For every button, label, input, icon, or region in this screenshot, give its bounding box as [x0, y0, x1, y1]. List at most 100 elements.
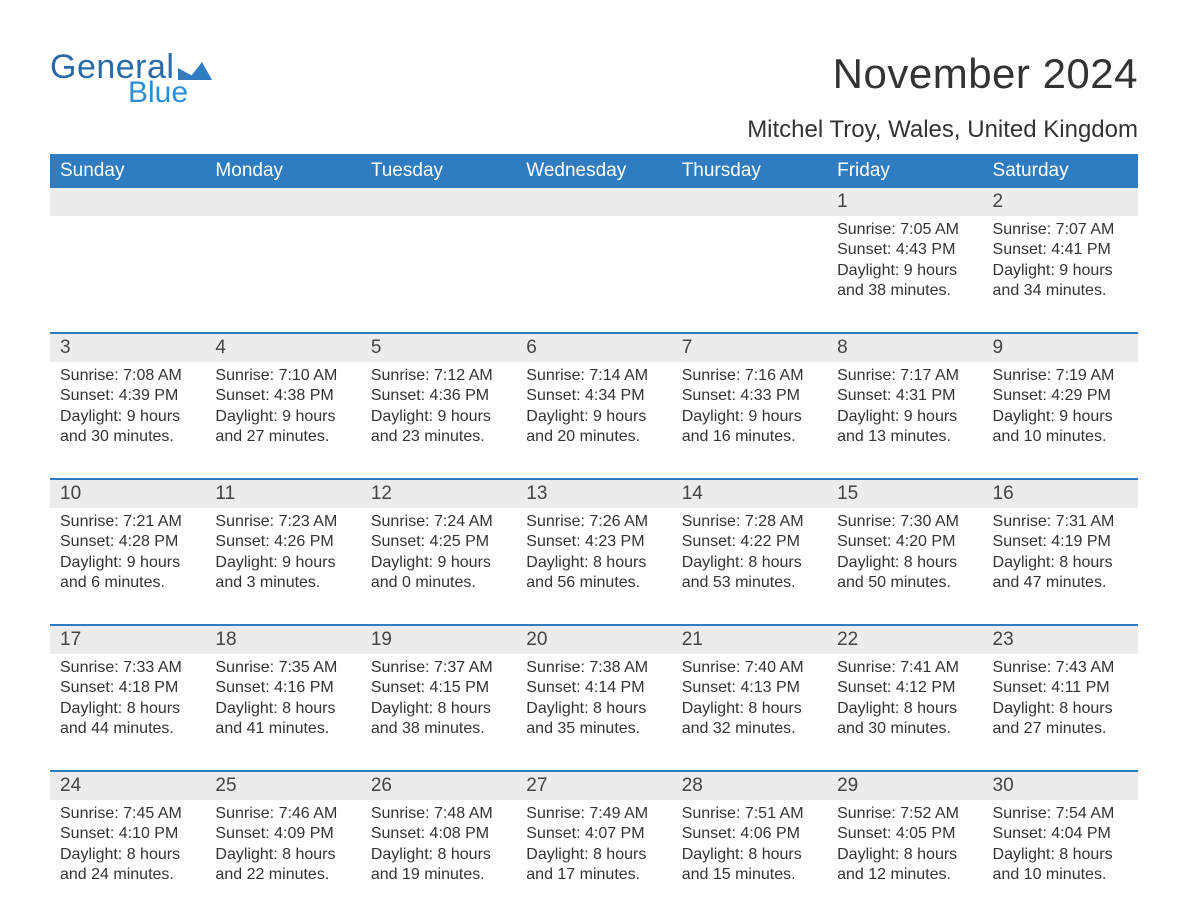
- sunset-line: Sunset: 4:13 PM: [682, 678, 817, 698]
- daylight-line-1: Daylight: 9 hours: [60, 553, 195, 573]
- weeks-container: 1Sunrise: 7:05 AMSunset: 4:43 PMDaylight…: [50, 188, 1138, 892]
- dow-wednesday: Wednesday: [516, 154, 671, 188]
- sunrise-line: Sunrise: 7:31 AM: [993, 512, 1128, 532]
- dow-saturday: Saturday: [983, 154, 1138, 188]
- day-body: Sunrise: 7:52 AMSunset: 4:05 PMDaylight:…: [837, 804, 972, 886]
- daylight-line-2: and 38 minutes.: [371, 719, 506, 739]
- day-body: Sunrise: 7:19 AMSunset: 4:29 PMDaylight:…: [993, 366, 1128, 448]
- day-body: Sunrise: 7:51 AMSunset: 4:06 PMDaylight:…: [682, 804, 817, 886]
- day-cell: [672, 188, 827, 308]
- sunrise-line: Sunrise: 7:49 AM: [526, 804, 661, 824]
- sunrise-line: Sunrise: 7:51 AM: [682, 804, 817, 824]
- sunset-line: Sunset: 4:33 PM: [682, 386, 817, 406]
- daylight-line-1: Daylight: 8 hours: [837, 845, 972, 865]
- day-number: 25: [205, 772, 360, 800]
- day-number: 7: [672, 334, 827, 362]
- sunrise-line: Sunrise: 7:45 AM: [60, 804, 195, 824]
- daylight-line-1: Daylight: 8 hours: [526, 845, 661, 865]
- day-body: Sunrise: 7:35 AMSunset: 4:16 PMDaylight:…: [215, 658, 350, 740]
- day-number: 14: [672, 480, 827, 508]
- sunrise-line: Sunrise: 7:35 AM: [215, 658, 350, 678]
- day-cell: 13Sunrise: 7:26 AMSunset: 4:23 PMDayligh…: [516, 480, 671, 600]
- week-row: 1Sunrise: 7:05 AMSunset: 4:43 PMDaylight…: [50, 188, 1138, 308]
- day-number: 28: [672, 772, 827, 800]
- sunrise-line: Sunrise: 7:41 AM: [837, 658, 972, 678]
- daylight-line-1: Daylight: 8 hours: [60, 699, 195, 719]
- daylight-line-2: and 53 minutes.: [682, 573, 817, 593]
- daylight-line-2: and 30 minutes.: [60, 427, 195, 447]
- day-cell: 28 Sunrise: 7:51 AMSunset: 4:06 PMDayligh…: [672, 772, 827, 892]
- day-number: [672, 188, 827, 216]
- daylight-line-1: Daylight: 8 hours: [60, 845, 195, 865]
- week-row: 17Sunrise: 7:33 AMSunset: 4:18 PMDayligh…: [50, 624, 1138, 746]
- daylight-line-1: Daylight: 8 hours: [526, 699, 661, 719]
- day-body: Sunrise: 7:16 AMSunset: 4:33 PMDaylight:…: [682, 366, 817, 448]
- day-body: Sunrise: 7:46 AMSunset: 4:09 PMDaylight:…: [215, 804, 350, 886]
- day-number: [361, 188, 516, 216]
- daylight-line-1: Daylight: 9 hours: [837, 407, 972, 427]
- day-cell: 19Sunrise: 7:37 AMSunset: 4:15 PMDayligh…: [361, 626, 516, 746]
- daylight-line-1: Daylight: 9 hours: [526, 407, 661, 427]
- daylight-line-1: Daylight: 8 hours: [682, 845, 817, 865]
- daylight-line-2: and 13 minutes.: [837, 427, 972, 447]
- sunrise-line: Sunrise: 7:24 AM: [371, 512, 506, 532]
- day-cell: 14Sunrise: 7:28 AMSunset: 4:22 PMDayligh…: [672, 480, 827, 600]
- day-cell: [361, 188, 516, 308]
- day-body: Sunrise: 7:23 AMSunset: 4:26 PMDaylight:…: [215, 512, 350, 594]
- sunset-line: Sunset: 4:10 PM: [60, 824, 195, 844]
- day-body: Sunrise: 7:05 AMSunset: 4:43 PMDaylight:…: [837, 220, 972, 302]
- day-body: Sunrise: 7:21 AMSunset: 4:28 PMDaylight:…: [60, 512, 195, 594]
- sunset-line: Sunset: 4:16 PM: [215, 678, 350, 698]
- day-number: 18: [205, 626, 360, 654]
- day-body: Sunrise: 7:40 AMSunset: 4:13 PMDaylight:…: [682, 658, 817, 740]
- daylight-line-1: Daylight: 9 hours: [837, 261, 972, 281]
- daylight-line-1: Daylight: 9 hours: [682, 407, 817, 427]
- sunset-line: Sunset: 4:18 PM: [60, 678, 195, 698]
- daylight-line-1: Daylight: 9 hours: [371, 553, 506, 573]
- day-body: Sunrise: 7:12 AMSunset: 4:36 PMDaylight:…: [371, 366, 506, 448]
- day-body: Sunrise: 7:41 AMSunset: 4:12 PMDaylight:…: [837, 658, 972, 740]
- day-cell: 20Sunrise: 7:38 AMSunset: 4:14 PMDayligh…: [516, 626, 671, 746]
- day-cell: 10Sunrise: 7:21 AMSunset: 4:28 PMDayligh…: [50, 480, 205, 600]
- sunrise-line: Sunrise: 7:21 AM: [60, 512, 195, 532]
- day-cell: 4 Sunrise: 7:10 AMSunset: 4:38 PMDaylight…: [205, 334, 360, 454]
- day-number: 16: [983, 480, 1138, 508]
- sunset-line: Sunset: 4:14 PM: [526, 678, 661, 698]
- day-cell: 9Sunrise: 7:19 AMSunset: 4:29 PMDaylight…: [983, 334, 1138, 454]
- day-number: 5: [361, 334, 516, 362]
- sunset-line: Sunset: 4:05 PM: [837, 824, 972, 844]
- daylight-line-2: and 56 minutes.: [526, 573, 661, 593]
- daylight-line-1: Daylight: 8 hours: [682, 553, 817, 573]
- day-cell: [50, 188, 205, 308]
- sunset-line: Sunset: 4:38 PM: [215, 386, 350, 406]
- daylight-line-2: and 27 minutes.: [993, 719, 1128, 739]
- day-body: Sunrise: 7:33 AMSunset: 4:18 PMDaylight:…: [60, 658, 195, 740]
- day-body: Sunrise: 7:45 AMSunset: 4:10 PMDaylight:…: [60, 804, 195, 886]
- daylight-line-1: Daylight: 8 hours: [682, 699, 817, 719]
- day-number: 4: [205, 334, 360, 362]
- day-cell: 29Sunrise: 7:52 AMSunset: 4:05 PMDayligh…: [827, 772, 982, 892]
- week-row: 10Sunrise: 7:21 AMSunset: 4:28 PMDayligh…: [50, 478, 1138, 600]
- daylight-line-1: Daylight: 8 hours: [837, 699, 972, 719]
- day-cell: 3Sunrise: 7:08 AMSunset: 4:39 PMDaylight…: [50, 334, 205, 454]
- daylight-line-2: and 24 minutes.: [60, 865, 195, 885]
- daylight-line-1: Daylight: 8 hours: [526, 553, 661, 573]
- day-body: Sunrise: 7:31 AMSunset: 4:19 PMDaylight:…: [993, 512, 1128, 594]
- day-body: Sunrise: 7:54 AMSunset: 4:04 PMDaylight:…: [993, 804, 1128, 886]
- sunset-line: Sunset: 4:09 PM: [215, 824, 350, 844]
- sunset-line: Sunset: 4:41 PM: [993, 240, 1128, 260]
- day-number: [205, 188, 360, 216]
- sunrise-line: Sunrise: 7:08 AM: [60, 366, 195, 386]
- dow-monday: Monday: [205, 154, 360, 188]
- daylight-line-2: and 47 minutes.: [993, 573, 1128, 593]
- day-body: Sunrise: 7:10 AMSunset: 4:38 PMDaylight:…: [215, 366, 350, 448]
- sunrise-line: Sunrise: 7:23 AM: [215, 512, 350, 532]
- day-body: Sunrise: 7:38 AMSunset: 4:14 PMDaylight:…: [526, 658, 661, 740]
- day-cell: [205, 188, 360, 308]
- daylight-line-1: Daylight: 9 hours: [371, 407, 506, 427]
- sunrise-line: Sunrise: 7:17 AM: [837, 366, 972, 386]
- day-number: 8: [827, 334, 982, 362]
- sunrise-line: Sunrise: 7:30 AM: [837, 512, 972, 532]
- day-number: 21: [672, 626, 827, 654]
- sunset-line: Sunset: 4:29 PM: [993, 386, 1128, 406]
